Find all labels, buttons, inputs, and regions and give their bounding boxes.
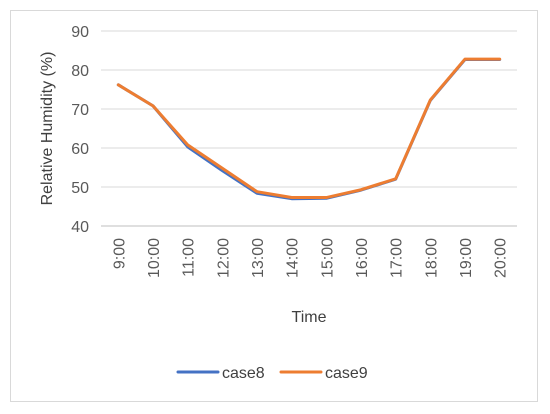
- x-tick-label: 10:00: [146, 238, 163, 278]
- x-tick-label: 14:00: [285, 238, 302, 278]
- gridlines: [101, 30, 517, 227]
- x-tick-label: 11:00: [181, 238, 198, 277]
- series-line-case9: [116, 57, 502, 200]
- x-tick-label: 12:00: [215, 238, 232, 278]
- y-tick-label: 40: [71, 219, 89, 236]
- x-tick-label: 16:00: [354, 238, 371, 278]
- x-tick-label: 13:00: [250, 238, 267, 278]
- y-tick-label: 60: [71, 141, 89, 158]
- y-tick-label: 70: [71, 102, 89, 119]
- y-axis-ticks: 40 50 60 70 80 90: [71, 24, 89, 236]
- x-tick-label: 20:00: [493, 238, 510, 278]
- y-tick-label: 50: [71, 180, 89, 197]
- legend: case8 case9: [176, 365, 368, 382]
- x-axis-ticks: 9:00 10:00 11:00 12:00 13:00 14:00 15:00 16:00 1…: [111, 238, 509, 278]
- y-axis-title: Relative Humidity (%): [39, 52, 56, 206]
- x-tick-label: 9:00: [111, 238, 128, 269]
- x-axis-title: Time: [292, 309, 327, 326]
- legend-label-case8: case8: [222, 365, 265, 382]
- legend-label-case9: case9: [325, 365, 368, 382]
- y-tick-label: 80: [71, 63, 89, 80]
- x-tick-label: 17:00: [389, 238, 406, 278]
- x-tick-label: 19:00: [458, 238, 475, 278]
- x-tick-label: 15:00: [319, 238, 336, 278]
- x-tick-label: 18:00: [423, 238, 440, 278]
- y-tick-label: 90: [71, 24, 89, 41]
- series-lines: [116, 57, 502, 201]
